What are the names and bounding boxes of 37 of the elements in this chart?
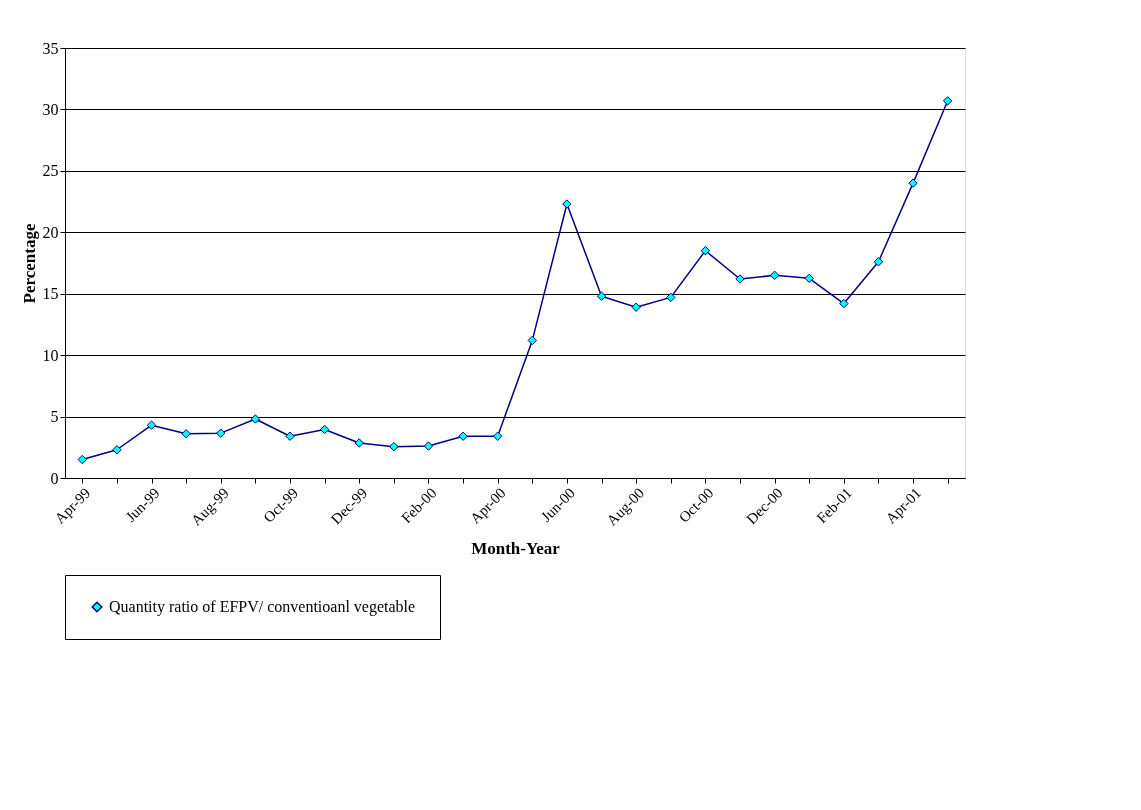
y-tick-label: 25	[42, 162, 59, 180]
point	[250, 414, 261, 424]
point	[493, 431, 503, 441]
point	[77, 454, 87, 465]
y-tick-label: 5	[50, 408, 59, 426]
point	[216, 428, 226, 438]
point	[873, 257, 884, 267]
point	[354, 438, 364, 448]
point	[389, 441, 399, 452]
point	[804, 273, 814, 284]
point	[943, 96, 953, 106]
point	[908, 178, 918, 188]
y-axis-title: Percentage	[19, 223, 39, 304]
point	[458, 431, 468, 441]
legend-label: Quantity ratio of EFPV/ conventioanl vegetable	[109, 598, 416, 616]
point	[631, 302, 641, 312]
point	[112, 445, 122, 455]
y-tick-label: 10	[42, 346, 59, 364]
y-tick-label: 20	[42, 223, 59, 241]
point	[319, 424, 330, 435]
point	[596, 291, 607, 301]
y-tick-label: 15	[42, 285, 59, 303]
point	[666, 292, 676, 303]
point	[769, 270, 780, 280]
point	[735, 274, 745, 284]
point	[527, 335, 537, 346]
y-tick-label: 30	[42, 100, 59, 118]
point	[181, 429, 191, 439]
x-axis-title: Month-Year	[471, 538, 561, 558]
y-tick-label: 0	[50, 469, 59, 487]
point	[700, 246, 711, 256]
point	[146, 420, 157, 430]
point	[839, 298, 849, 309]
y-tick-label: 35	[42, 39, 59, 57]
point	[285, 431, 295, 441]
point	[562, 199, 572, 209]
point	[423, 441, 434, 451]
